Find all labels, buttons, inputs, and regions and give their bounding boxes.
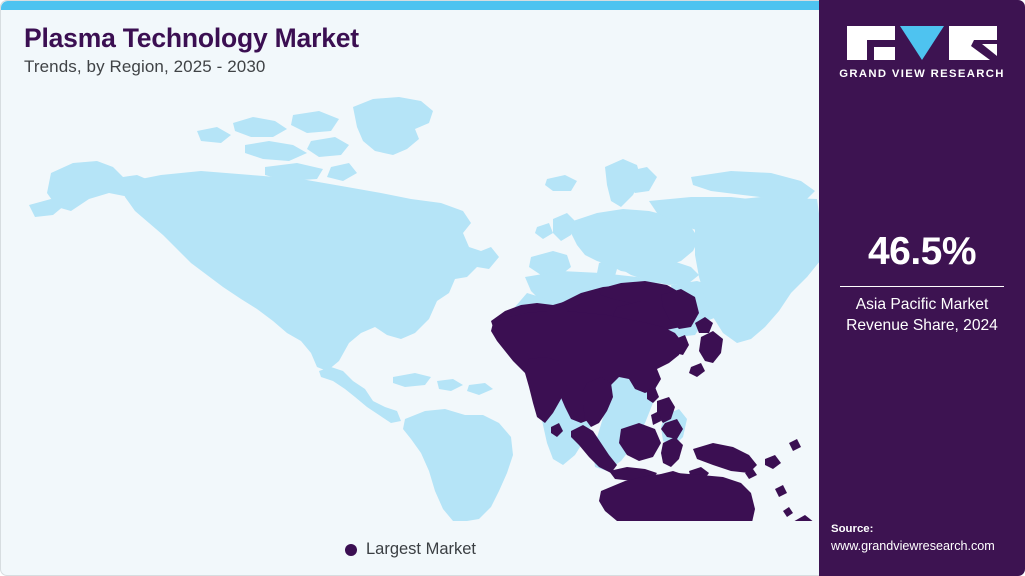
logo-letter-r-icon <box>949 26 997 60</box>
map-panel: Plasma Technology Market Trends, by Regi… <box>0 0 819 576</box>
map-legend: Largest Market <box>1 540 819 559</box>
stat-block: 46.5% Asia Pacific Market Revenue Share,… <box>819 230 1025 337</box>
legend-label: Largest Market <box>365 540 477 558</box>
source-url[interactable]: www.grandviewresearch.com <box>831 539 995 553</box>
stat-value: 46.5% <box>867 230 977 273</box>
title-block: Plasma Technology Market Trends, by Regi… <box>24 23 359 77</box>
top-accent-bar <box>1 1 819 10</box>
page-title: Plasma Technology Market <box>24 23 359 53</box>
source-label: Source: <box>831 522 874 535</box>
logo-letter-g-icon <box>847 26 895 60</box>
brand-logo: GRAND VIEW RESEARCH <box>819 26 1025 80</box>
logo-letter-v-icon <box>900 26 944 60</box>
world-map <box>1 71 819 521</box>
stat-divider <box>840 285 1004 288</box>
world-map-svg <box>1 71 819 521</box>
logo-marks <box>847 26 997 60</box>
source-block: Source: www.grandviewresearch.com <box>831 521 1025 555</box>
brand-wordmark: GRAND VIEW RESEARCH <box>839 68 1005 80</box>
page-subtitle: Trends, by Region, 2025 - 2030 <box>24 57 266 77</box>
stat-panel: GRAND VIEW RESEARCH 46.5% Asia Pacific M… <box>819 0 1025 576</box>
map-highlight-asia-pacific <box>491 281 813 521</box>
stat-caption-line-2: Revenue Share, 2024 <box>846 317 998 335</box>
stat-caption-line-1: Asia Pacific Market <box>855 296 989 314</box>
legend-marker-icon <box>344 543 357 556</box>
